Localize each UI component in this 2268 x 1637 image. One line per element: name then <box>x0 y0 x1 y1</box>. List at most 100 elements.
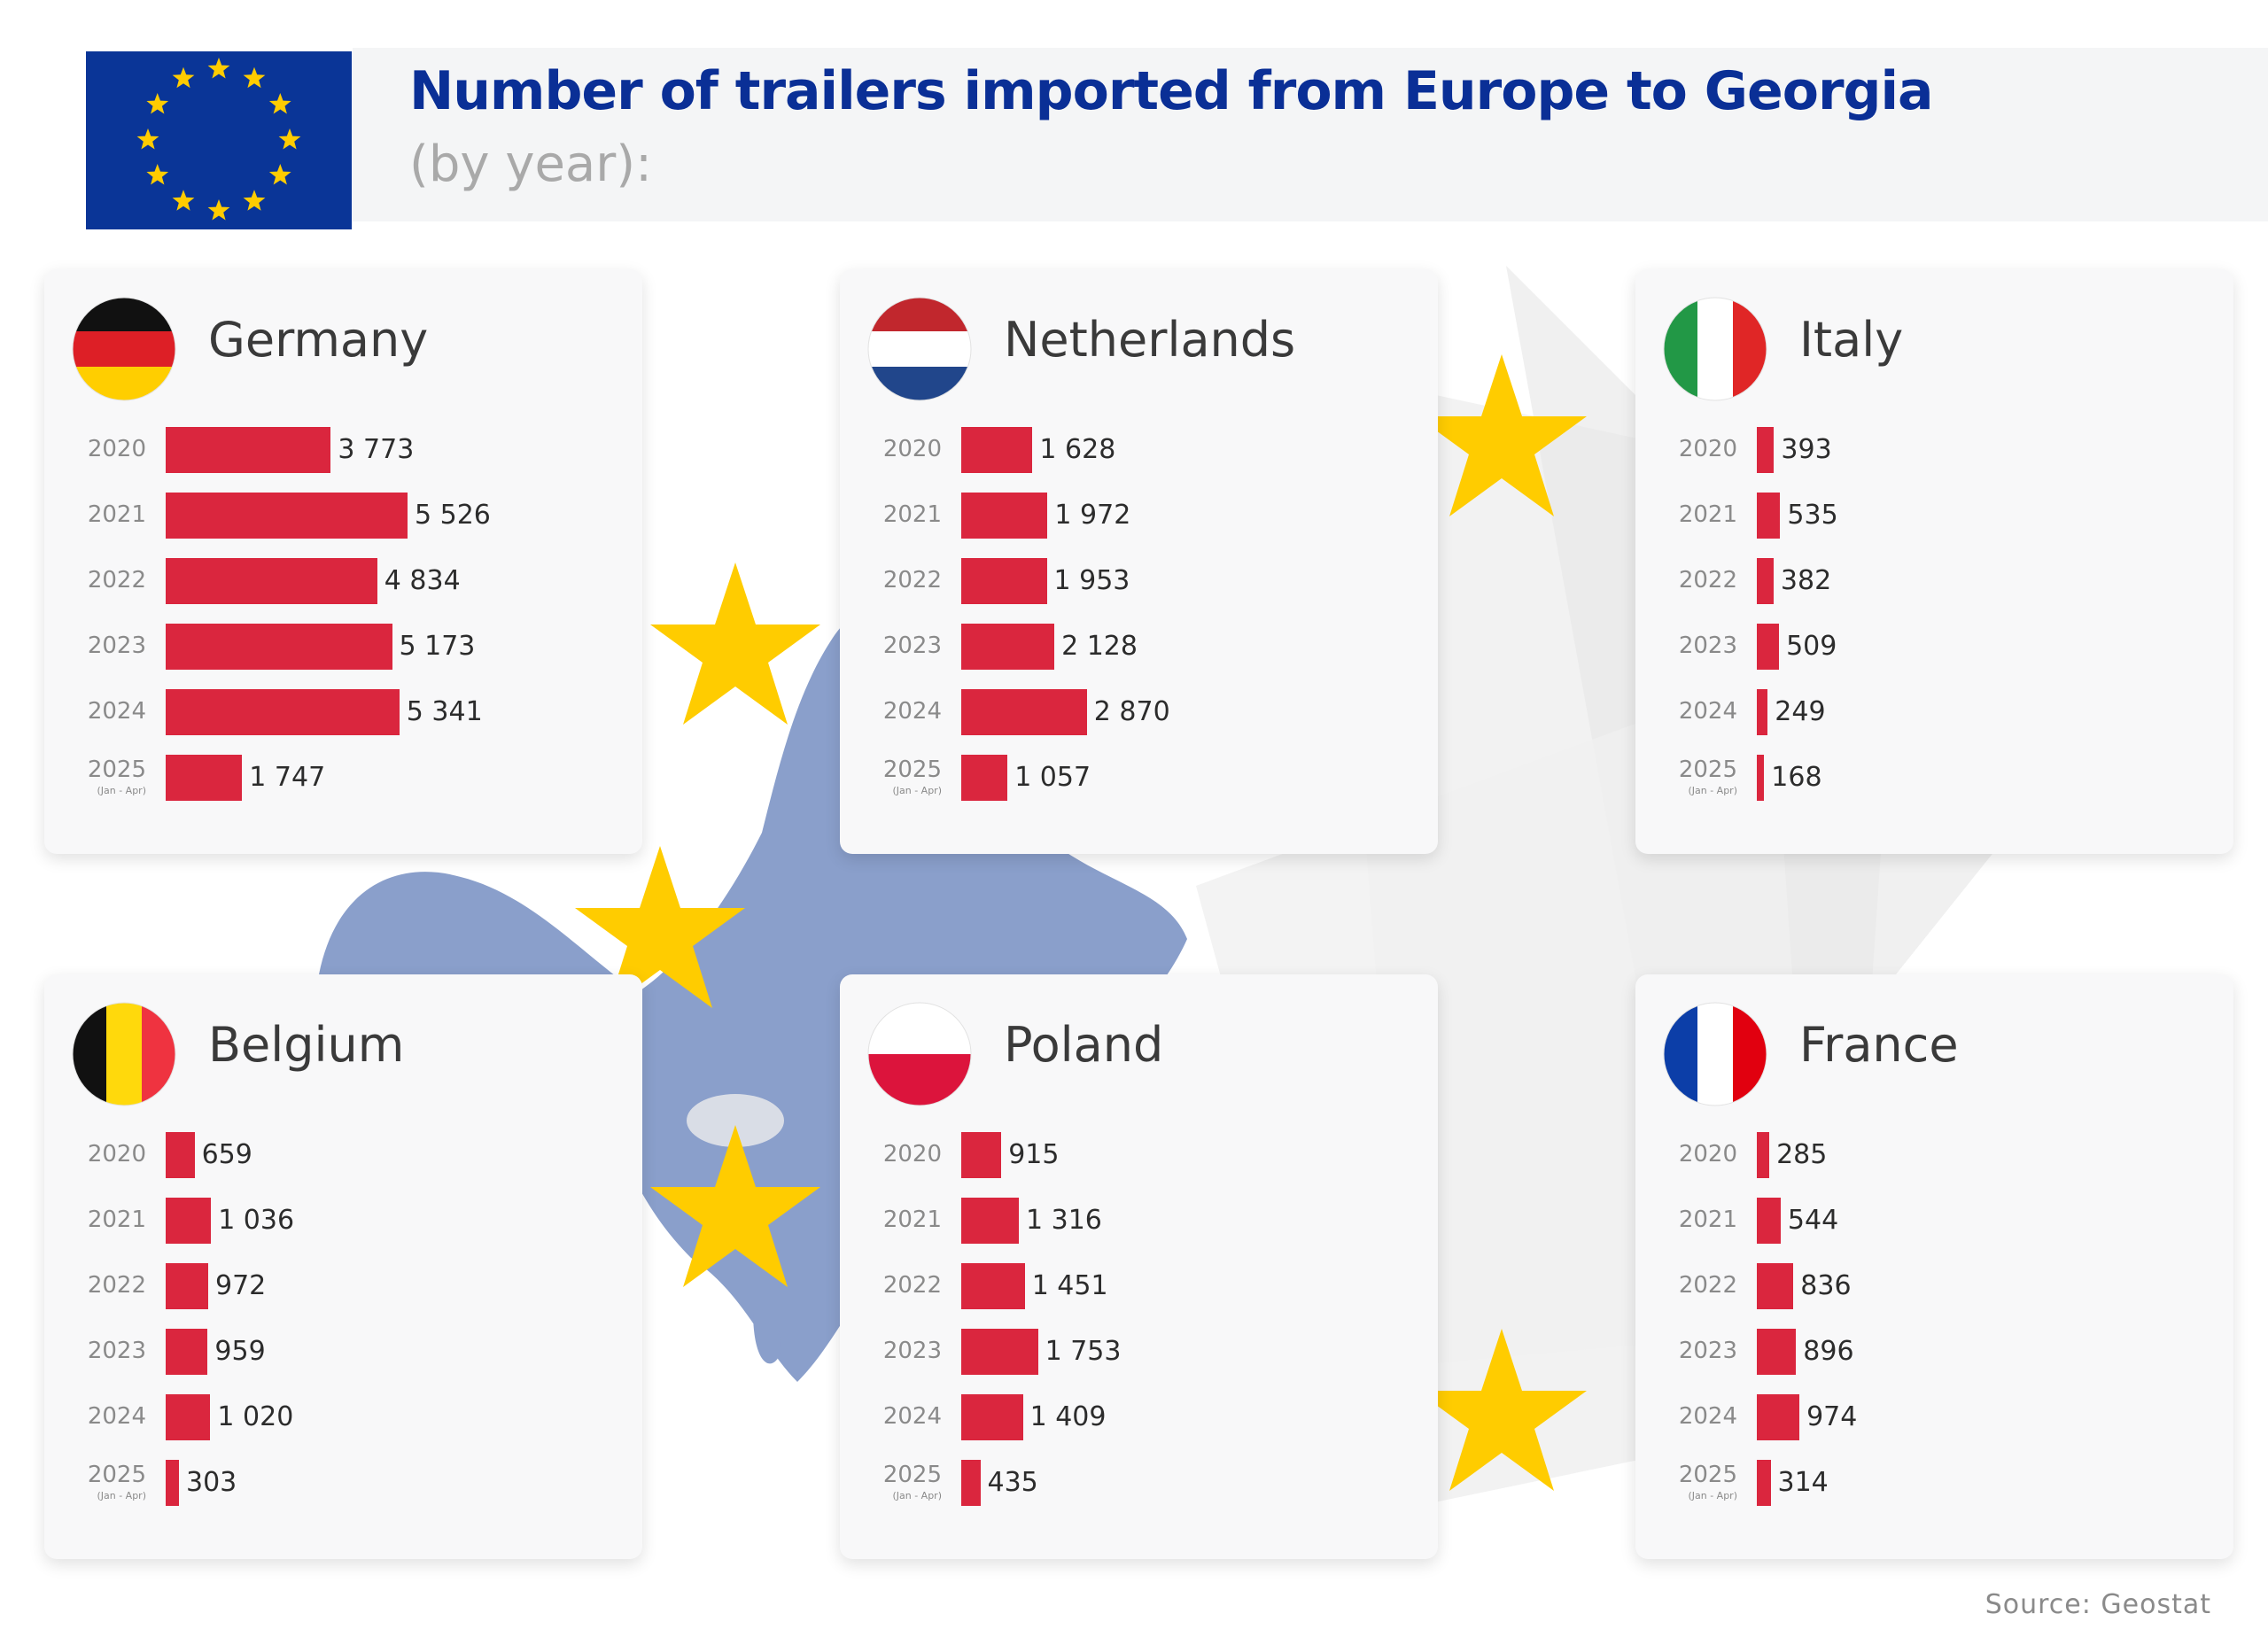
bar <box>166 1132 195 1178</box>
year-tick-label: 2024 <box>87 698 146 725</box>
year-tick-label: 2021 <box>882 501 942 528</box>
year-tick-label: 2022 <box>882 567 942 594</box>
year-tick-label: 2020 <box>882 436 942 462</box>
germany-flag-icon <box>71 296 177 406</box>
bar <box>1757 493 1781 539</box>
year-tick-label: 2024 <box>882 1403 942 1430</box>
bar-value-label: 303 <box>186 1467 237 1498</box>
year-tick-label: 2023 <box>882 1338 942 1364</box>
country-title: Italy <box>1799 312 1904 368</box>
eu-star <box>268 93 291 114</box>
year-tick-label: 2022 <box>1678 567 1737 594</box>
eu-star <box>243 190 266 211</box>
bar-value-label: 1 628 <box>1039 434 1116 465</box>
bar <box>961 1394 1023 1440</box>
bar-value-label: 659 <box>201 1139 252 1170</box>
bar-value-label: 4 834 <box>384 565 461 596</box>
year-tick-label: 2023 <box>1678 1338 1737 1364</box>
bar <box>1757 1394 1800 1440</box>
year-tick-label: 2025 <box>882 1462 942 1488</box>
bar-value-label: 1 316 <box>1026 1205 1102 1236</box>
bar <box>166 1198 212 1244</box>
eu-star <box>268 164 291 185</box>
card-italy: Italy 2020 393 2021 535 2022 382 2023 509 2024 249… <box>1635 269 2233 854</box>
year-tick-label: 2021 <box>1678 501 1737 528</box>
bar-value-label: 285 <box>1776 1139 1828 1170</box>
year-tick-label: 2021 <box>87 501 146 528</box>
year-note-label: (Jan - Apr) <box>1688 1490 1737 1501</box>
year-note-label: (Jan - Apr) <box>892 1490 942 1501</box>
bar-value-label: 5 341 <box>406 696 483 727</box>
year-tick-label: 2020 <box>1678 436 1737 462</box>
bar <box>1757 624 1780 670</box>
bar-value-label: 509 <box>1786 631 1837 662</box>
bar <box>961 493 1048 539</box>
year-tick-label: 2022 <box>1678 1272 1737 1299</box>
bar-value-label: 168 <box>1771 762 1822 793</box>
year-tick-label: 2022 <box>87 567 146 594</box>
bar <box>166 755 243 801</box>
bar-value-label: 393 <box>1781 434 1832 465</box>
year-tick-label: 2024 <box>87 1403 146 1430</box>
eu-star <box>172 66 195 89</box>
bar-value-label: 1 020 <box>217 1401 294 1432</box>
year-tick-label: 2023 <box>87 632 146 659</box>
poland-flag-icon <box>866 1001 973 1111</box>
year-tick-label: 2025 <box>87 1462 146 1488</box>
year-tick-label: 2020 <box>87 1141 146 1168</box>
year-tick-label: 2020 <box>1678 1141 1737 1168</box>
bar <box>1757 1132 1770 1178</box>
bar-value-label: 535 <box>1787 500 1838 531</box>
bar-value-label: 2 128 <box>1061 631 1138 662</box>
card-netherlands: Netherlands 2020 1 628 2021 1 972 2022 1 953 20… <box>840 269 1438 854</box>
bar-value-label: 2 870 <box>1093 696 1170 727</box>
country-title: Germany <box>208 312 429 368</box>
bar <box>961 689 1087 735</box>
year-tick-label: 2021 <box>87 1206 146 1233</box>
eu-star <box>243 66 266 89</box>
year-note-label: (Jan - Apr) <box>1688 785 1737 796</box>
bar-value-label: 1 409 <box>1029 1401 1107 1432</box>
eu-star <box>146 164 169 185</box>
bar-value-label: 959 <box>214 1336 266 1367</box>
bar-value-label: 1 451 <box>1031 1270 1108 1301</box>
bar <box>961 558 1047 604</box>
eu-star <box>207 199 230 221</box>
country-title: Belgium <box>208 1017 405 1073</box>
bar-value-label: 1 057 <box>1014 762 1091 793</box>
header-band <box>353 48 2268 221</box>
year-note-label: (Jan - Apr) <box>97 785 146 796</box>
year-tick-label: 2023 <box>882 632 942 659</box>
year-tick-label: 2022 <box>882 1272 942 1299</box>
bar-value-label: 314 <box>1777 1467 1829 1498</box>
eu-star <box>136 128 159 150</box>
bar <box>961 1263 1025 1309</box>
star-4 <box>1417 354 1587 516</box>
source-note: Source: Geostat <box>1984 1589 2211 1620</box>
year-tick-label: 2023 <box>87 1338 146 1364</box>
card-france: France 2020 285 2021 544 2022 836 2023 896 2024 97… <box>1635 974 2233 1559</box>
bar-value-label: 1 747 <box>249 762 326 793</box>
bar-value-label: 972 <box>215 1270 267 1301</box>
page-title: Number of trailers imported from Europe … <box>409 60 1934 122</box>
star-5 <box>1417 1329 1587 1491</box>
country-title: France <box>1799 1017 1959 1073</box>
bar-value-label: 1 953 <box>1053 565 1130 596</box>
bar-value-label: 5 173 <box>399 631 476 662</box>
bar <box>1757 558 1774 604</box>
bar <box>166 493 408 539</box>
bar <box>166 1460 179 1506</box>
card-belgium: Belgium 2020 659 2021 1 036 2022 972 2023 959 202… <box>44 974 642 1559</box>
bar <box>961 427 1033 473</box>
page-subtitle: (by year): <box>409 136 652 193</box>
year-note-label: (Jan - Apr) <box>892 785 942 796</box>
bar <box>961 755 1008 801</box>
bar <box>166 1329 208 1375</box>
belgium-flag-icon <box>71 1001 177 1111</box>
bar-value-label: 836 <box>1800 1270 1852 1301</box>
bar <box>1757 755 1765 801</box>
bar-value-label: 915 <box>1008 1139 1060 1170</box>
year-tick-label: 2024 <box>1678 1403 1737 1430</box>
star-3 <box>650 1125 820 1287</box>
bar <box>1757 1329 1797 1375</box>
